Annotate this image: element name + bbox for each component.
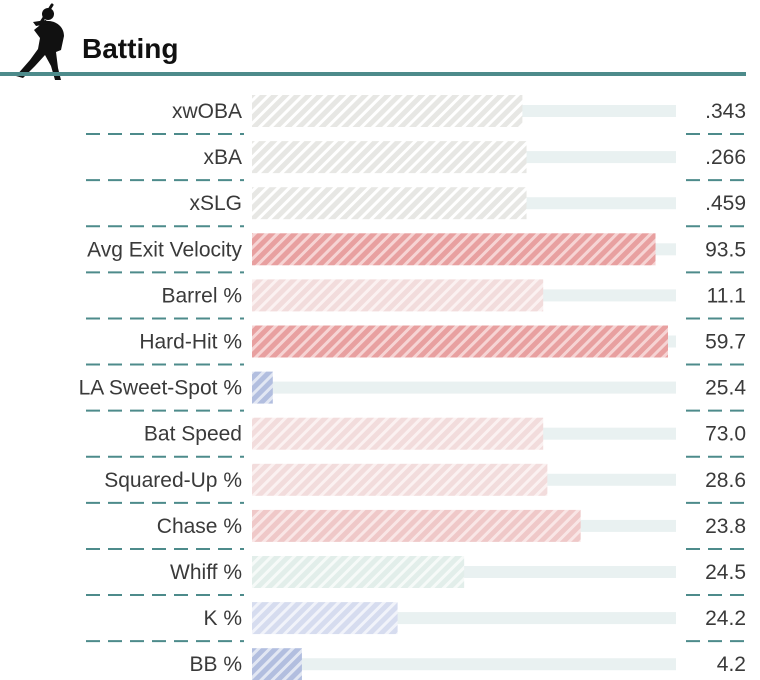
metric-value: 59.7 — [705, 331, 746, 354]
metric-label: xwOBA — [172, 100, 242, 123]
metric-label: BB % — [189, 653, 242, 676]
metric-row: Hard-Hit % 59.7 — [86, 325, 746, 366]
percentile-bar — [252, 602, 398, 635]
percentile-bar — [252, 279, 544, 312]
percentile-bar — [252, 233, 656, 266]
metric-row: Chase % 23.8 — [86, 509, 746, 550]
metric-row: Squared-Up % 28.6 — [86, 463, 746, 504]
metric-value: 28.6 — [705, 469, 746, 492]
metric-row: BB % 4.2 — [189, 648, 746, 680]
metric-value: 25.4 — [705, 377, 746, 400]
metric-row: LA Sweet-Spot % 25.4 — [79, 371, 746, 412]
metric-label: xBA — [203, 146, 242, 169]
metric-row: xBA .266 — [86, 141, 746, 182]
metric-row: Avg Exit Velocity 93.5 — [86, 233, 746, 274]
metric-label: Chase % — [157, 515, 242, 538]
header-rule — [0, 72, 746, 76]
percentile-bar — [252, 95, 523, 127]
percentile-bar — [252, 509, 581, 542]
metric-value: 24.2 — [705, 607, 746, 630]
baseball-batter-icon — [16, 3, 64, 80]
metric-value: .343 — [705, 100, 746, 123]
metric-label: LA Sweet-Spot % — [79, 377, 242, 400]
metric-value: .266 — [705, 146, 746, 169]
metric-label: Hard-Hit % — [139, 331, 242, 354]
percentile-bar — [252, 325, 668, 358]
batting-header: Batting — [0, 3, 746, 80]
metric-label: Avg Exit Velocity — [87, 238, 242, 261]
percentile-bar — [252, 556, 465, 588]
percentile-track — [252, 381, 676, 394]
metric-row: Barrel % 11.1 — [86, 279, 746, 320]
percentile-bar — [252, 371, 273, 404]
metric-label: xSLG — [189, 192, 242, 215]
metric-row: xwOBA .343 — [86, 95, 746, 136]
metric-label: Barrel % — [161, 284, 242, 307]
metric-value: 93.5 — [705, 238, 746, 261]
metric-value: 11.1 — [707, 284, 746, 307]
metric-label: Whiff % — [170, 561, 242, 584]
metric-label: Bat Speed — [144, 423, 242, 446]
percentile-track — [252, 658, 676, 671]
percentile-bar — [252, 417, 544, 450]
metric-row: Whiff % 24.5 — [86, 556, 746, 597]
metric-row: xSLG .459 — [86, 187, 746, 228]
metric-label: K % — [203, 607, 242, 630]
metric-rows: xwOBA .343 xBA .266 xSLG .459 Avg Exit Velocit… — [79, 95, 746, 680]
metric-row: Bat Speed 73.0 — [86, 417, 746, 458]
metric-value: 73.0 — [705, 423, 746, 446]
metric-value: 23.8 — [705, 515, 746, 538]
metric-value: 24.5 — [705, 561, 746, 584]
metric-value: .459 — [705, 192, 746, 215]
metric-value: 4.2 — [717, 653, 746, 676]
percentile-bar — [252, 648, 302, 680]
metric-label: Squared-Up % — [104, 469, 242, 492]
percentile-bar — [252, 463, 548, 496]
metric-row: K % 24.2 — [86, 602, 746, 643]
section-title: Batting — [82, 33, 178, 64]
percentile-bar — [252, 141, 527, 174]
percentile-bar — [252, 187, 527, 220]
